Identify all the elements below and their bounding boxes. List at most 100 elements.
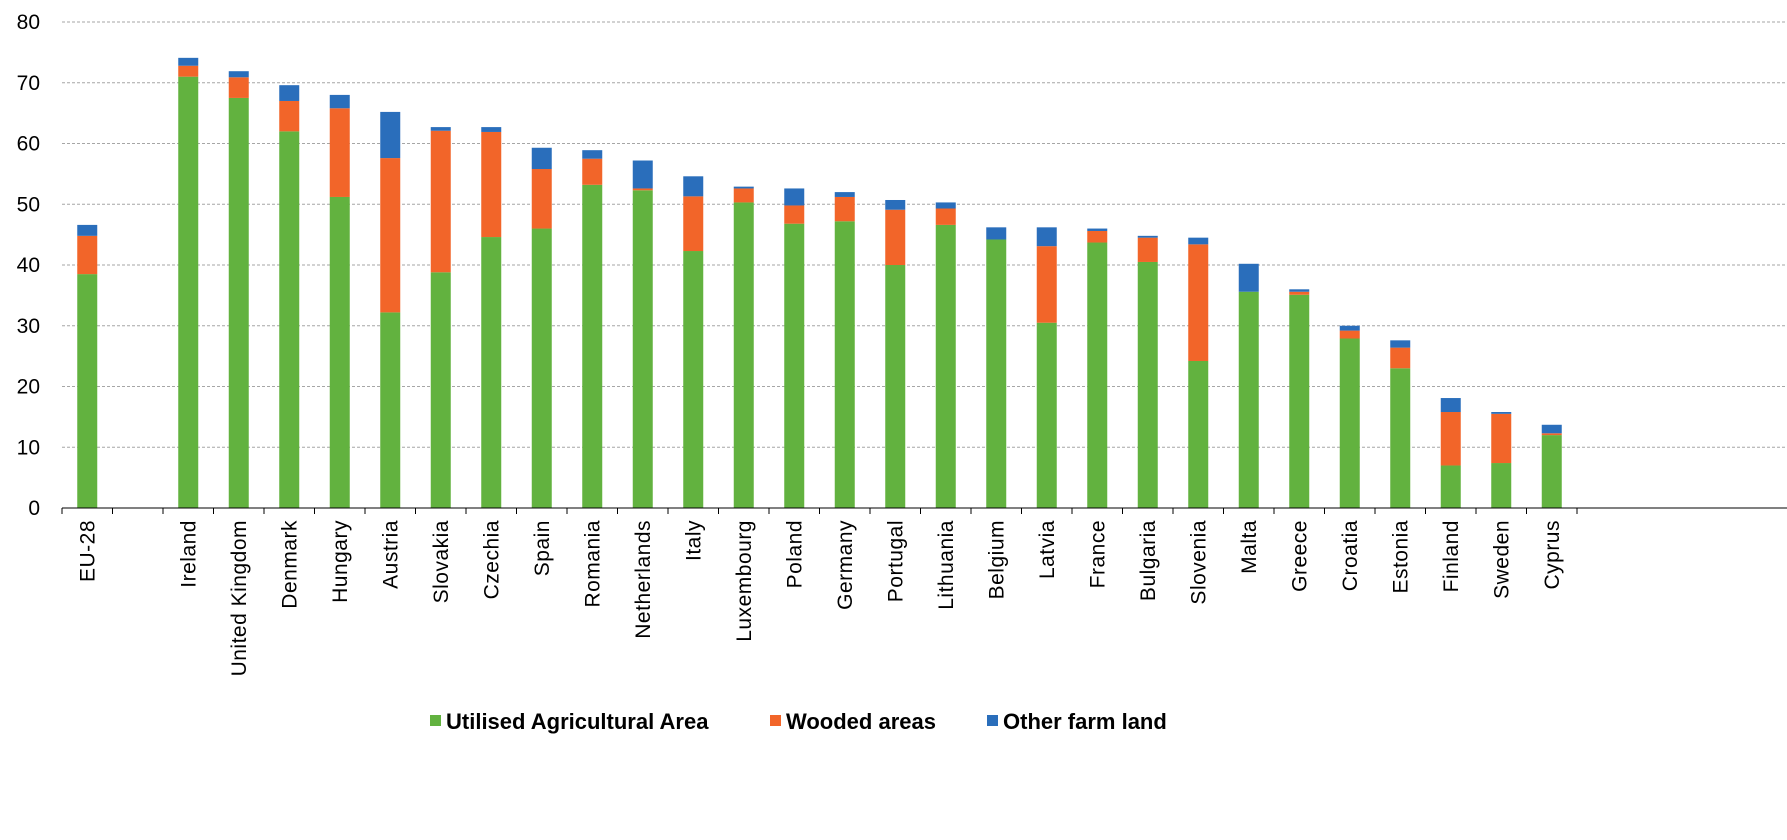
y-tick-label: 60 xyxy=(17,133,40,156)
bar-segment xyxy=(784,188,805,206)
bar-segment xyxy=(582,150,603,159)
bar-segment xyxy=(380,158,401,313)
bar-segment xyxy=(228,71,249,78)
bar-segment xyxy=(1491,413,1512,464)
bar-segment xyxy=(1541,435,1562,508)
bar-segment xyxy=(986,239,1007,509)
bar-segment xyxy=(228,77,249,98)
legend: Utilised Agricultural Area Wooded areas Ot… xyxy=(430,709,1167,734)
category-label: Austria xyxy=(379,520,402,589)
category-label: Romania xyxy=(581,520,604,608)
legend-swatch xyxy=(770,715,781,726)
bar-segment xyxy=(1188,244,1209,361)
y-tick-label: 40 xyxy=(17,254,40,277)
bar-segment xyxy=(1390,368,1411,508)
category-label: Luxembourg xyxy=(733,520,756,642)
category-label: Croatia xyxy=(1339,520,1362,591)
bar-segment xyxy=(1491,463,1512,508)
category-label: Estonia xyxy=(1389,520,1412,594)
category-label: Finland xyxy=(1440,520,1463,592)
bar-segment xyxy=(1440,465,1461,508)
category-label: Slovenia xyxy=(1187,520,1210,605)
bar-segment xyxy=(279,85,300,101)
category-label: Poland xyxy=(783,520,806,588)
bar-segment xyxy=(1289,294,1310,508)
legend-label: Utilised Agricultural Area xyxy=(446,709,709,734)
y-tick-label: 50 xyxy=(17,193,40,216)
bar-segment xyxy=(733,188,754,203)
category-label: Bulgaria xyxy=(1137,520,1160,601)
bar-segment xyxy=(935,208,956,225)
category-label: United Kingdom xyxy=(228,520,251,676)
bar-segment xyxy=(279,100,300,132)
bar-segment xyxy=(1289,289,1310,292)
bar-segment xyxy=(733,202,754,509)
bar-segment xyxy=(178,57,199,66)
bar-segment xyxy=(279,131,300,508)
bar-segment xyxy=(1440,412,1461,466)
bar-segment xyxy=(1390,347,1411,369)
bar-segment xyxy=(430,130,451,273)
bar-segment xyxy=(178,65,199,77)
category-label: Belgium xyxy=(985,520,1008,599)
bar-segment xyxy=(1541,424,1562,434)
bar-segment xyxy=(430,127,451,131)
bar-segment xyxy=(1289,291,1310,295)
bar-segment xyxy=(1036,246,1057,323)
legend-label: Other farm land xyxy=(1003,709,1167,734)
bar-segment xyxy=(935,224,956,508)
y-tick-labels: 0 10 20 30 40 50 60 70 80 xyxy=(17,11,40,520)
bar-segment xyxy=(834,192,855,197)
legend-swatch xyxy=(430,715,441,726)
bar-segment xyxy=(77,235,98,275)
gridlines xyxy=(62,21,1787,448)
bar-segment xyxy=(733,186,754,189)
bar-segment xyxy=(1087,230,1108,243)
bar-segment xyxy=(1188,237,1209,245)
bar-segment xyxy=(582,184,603,508)
bar-segment xyxy=(1087,228,1108,231)
category-label: Italy xyxy=(682,520,705,561)
category-label: Ireland xyxy=(177,520,200,588)
bar-segment xyxy=(481,127,502,132)
bar-segment xyxy=(329,108,350,197)
y-tick-label: 80 xyxy=(17,11,40,34)
bar-segment xyxy=(1339,325,1360,331)
category-label: Latvia xyxy=(1036,520,1059,579)
bar-segment xyxy=(1491,412,1512,414)
bar-segment xyxy=(380,111,401,159)
bar-segment xyxy=(834,221,855,508)
bar-segment xyxy=(885,265,906,508)
bar-segment xyxy=(1440,398,1461,413)
bar-segment xyxy=(683,196,704,252)
y-tick-label: 0 xyxy=(28,497,40,520)
category-label: France xyxy=(1086,520,1109,588)
bar-segment xyxy=(683,176,704,197)
bar-segment xyxy=(1238,291,1259,508)
bar-segment xyxy=(683,251,704,508)
bar-segment xyxy=(1087,242,1108,508)
axes xyxy=(61,507,1787,514)
bar-segment xyxy=(1339,338,1360,508)
bar-segment xyxy=(885,209,906,265)
bar-segment xyxy=(329,94,350,109)
bar-segment xyxy=(1137,237,1158,262)
bar-series xyxy=(77,57,1562,509)
legend-label: Wooded areas xyxy=(786,709,936,734)
y-tick-label: 10 xyxy=(17,436,40,459)
y-tick-label: 20 xyxy=(17,376,40,399)
bar-segment xyxy=(632,188,653,191)
category-label: Denmark xyxy=(278,520,301,609)
bar-segment xyxy=(380,312,401,508)
bar-segment xyxy=(1036,227,1057,247)
category-label: EU-28 xyxy=(76,520,99,582)
bar-segment xyxy=(784,205,805,224)
legend-swatch xyxy=(987,715,998,726)
category-label: Hungary xyxy=(329,520,352,603)
bar-segment xyxy=(784,223,805,508)
bar-segment xyxy=(1238,263,1259,292)
category-label: Spain xyxy=(531,520,554,576)
category-label: Czechia xyxy=(480,520,503,599)
bar-segment xyxy=(77,274,98,508)
